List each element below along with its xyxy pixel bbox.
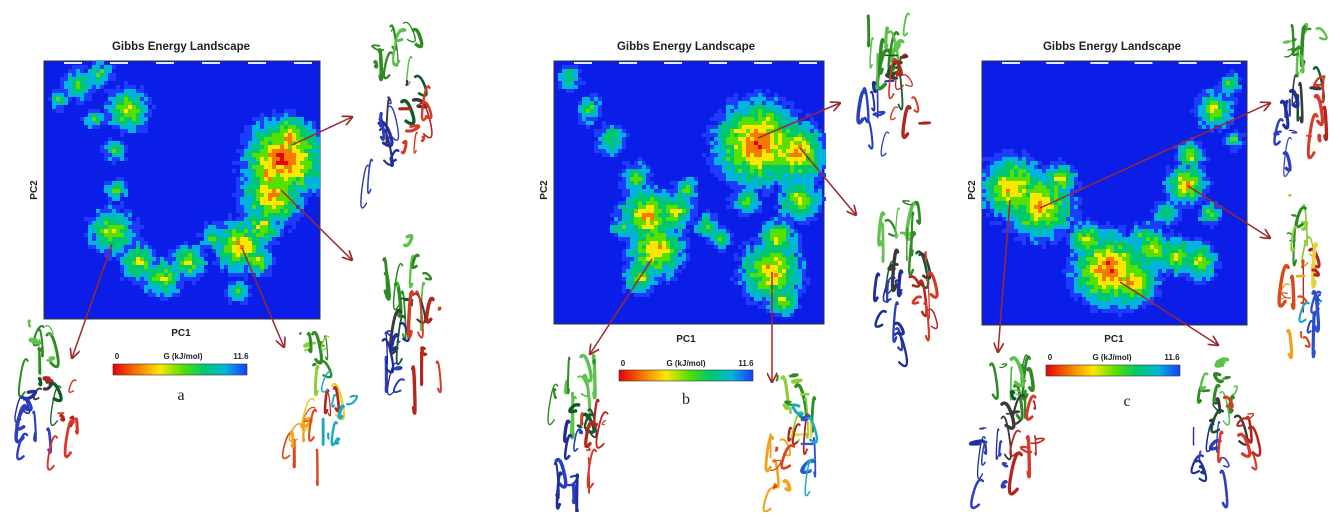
panel-c-arrow-3 xyxy=(998,199,1011,352)
panel-b-arrow-3 xyxy=(590,258,653,354)
panel-c-structure-2 xyxy=(1277,193,1323,360)
panel-a-arrow-3 xyxy=(241,247,284,347)
panel-a-structure-3 xyxy=(281,331,358,486)
panel-b-title: Gibbs Energy Landscape xyxy=(617,41,755,53)
panel-b-ylabel: PC2 xyxy=(539,180,550,200)
panel-c-energy-regions xyxy=(982,62,1246,317)
panel-a-arrow-1 xyxy=(291,117,352,146)
panel-c-colorbar-label: G (kJ/mol) xyxy=(1092,353,1131,362)
panel-c-structure-1 xyxy=(1273,22,1329,177)
panel-a-energy-regions xyxy=(48,61,320,305)
panel-b-structure-4 xyxy=(762,373,819,513)
panel-b-colorbar xyxy=(618,369,754,382)
panel-b-arrow-1 xyxy=(757,103,840,139)
panel-a-colorbar-min: 0 xyxy=(115,352,120,361)
panel-a-structure-2 xyxy=(381,233,442,415)
panel-c: Gibbs Energy Landscape PC2 PC1 G (kJ/mol… xyxy=(967,22,1329,510)
panel-a-colorbar-max: 11.6 xyxy=(233,352,249,361)
panel-c-caption: c xyxy=(1123,393,1130,410)
panel-b-structure-3 xyxy=(547,353,609,516)
panel-c-arrow-1 xyxy=(1039,103,1270,209)
panel-c-title: Gibbs Energy Landscape xyxy=(1043,41,1181,53)
panel-c-arrow-4 xyxy=(1119,281,1218,345)
panel-a-arrow-2 xyxy=(280,189,352,260)
panel-b-xlabel: PC1 xyxy=(676,334,696,345)
panel-b-arrows xyxy=(590,103,856,382)
panel-a-arrow-4 xyxy=(72,243,113,358)
panel-b-colorbar-min: 0 xyxy=(621,359,626,368)
panel-c-colorbar-min: 0 xyxy=(1048,353,1053,362)
panel-b-arrow-2 xyxy=(799,147,856,215)
panel-a-caption: a xyxy=(177,387,184,404)
panel-c-arrows xyxy=(998,103,1270,352)
panel-a-colorbar-label: G (kJ/mol) xyxy=(163,352,202,361)
panel-c-structure-4 xyxy=(1190,357,1262,509)
panel-a-arrows xyxy=(72,117,352,358)
panel-a: Gibbs Energy Landscape PC2 PC1 G (kJ/mol… xyxy=(14,21,442,486)
panel-a-xlabel: PC1 xyxy=(171,328,191,339)
panel-c-colorbar xyxy=(1045,364,1181,377)
panel-c-structure-3 xyxy=(968,354,1045,510)
panel-c-ylabel: PC2 xyxy=(967,180,978,200)
panel-a-title: Gibbs Energy Landscape xyxy=(112,41,250,53)
panel-c-xlabel: PC1 xyxy=(1104,334,1124,345)
panel-a-structure-1 xyxy=(360,21,433,209)
panel-b-colorbar-label: G (kJ/mol) xyxy=(666,359,705,368)
panel-b-structure-2 xyxy=(872,199,939,368)
panel-b-structure-1 xyxy=(856,12,931,157)
panel-c-arrow-2 xyxy=(1187,185,1270,238)
panel-b: Gibbs Energy Landscape PC2 PC1 G (kJ/mol… xyxy=(539,12,939,516)
panel-a-structure-4 xyxy=(14,319,79,471)
panel-a-ylabel: PC2 xyxy=(29,180,40,200)
panel-b-colorbar-max: 11.6 xyxy=(738,359,754,368)
panel-b-caption: b xyxy=(682,391,690,408)
panel-c-colorbar-max: 11.6 xyxy=(1164,353,1180,362)
panel-a-colorbar xyxy=(112,363,248,376)
